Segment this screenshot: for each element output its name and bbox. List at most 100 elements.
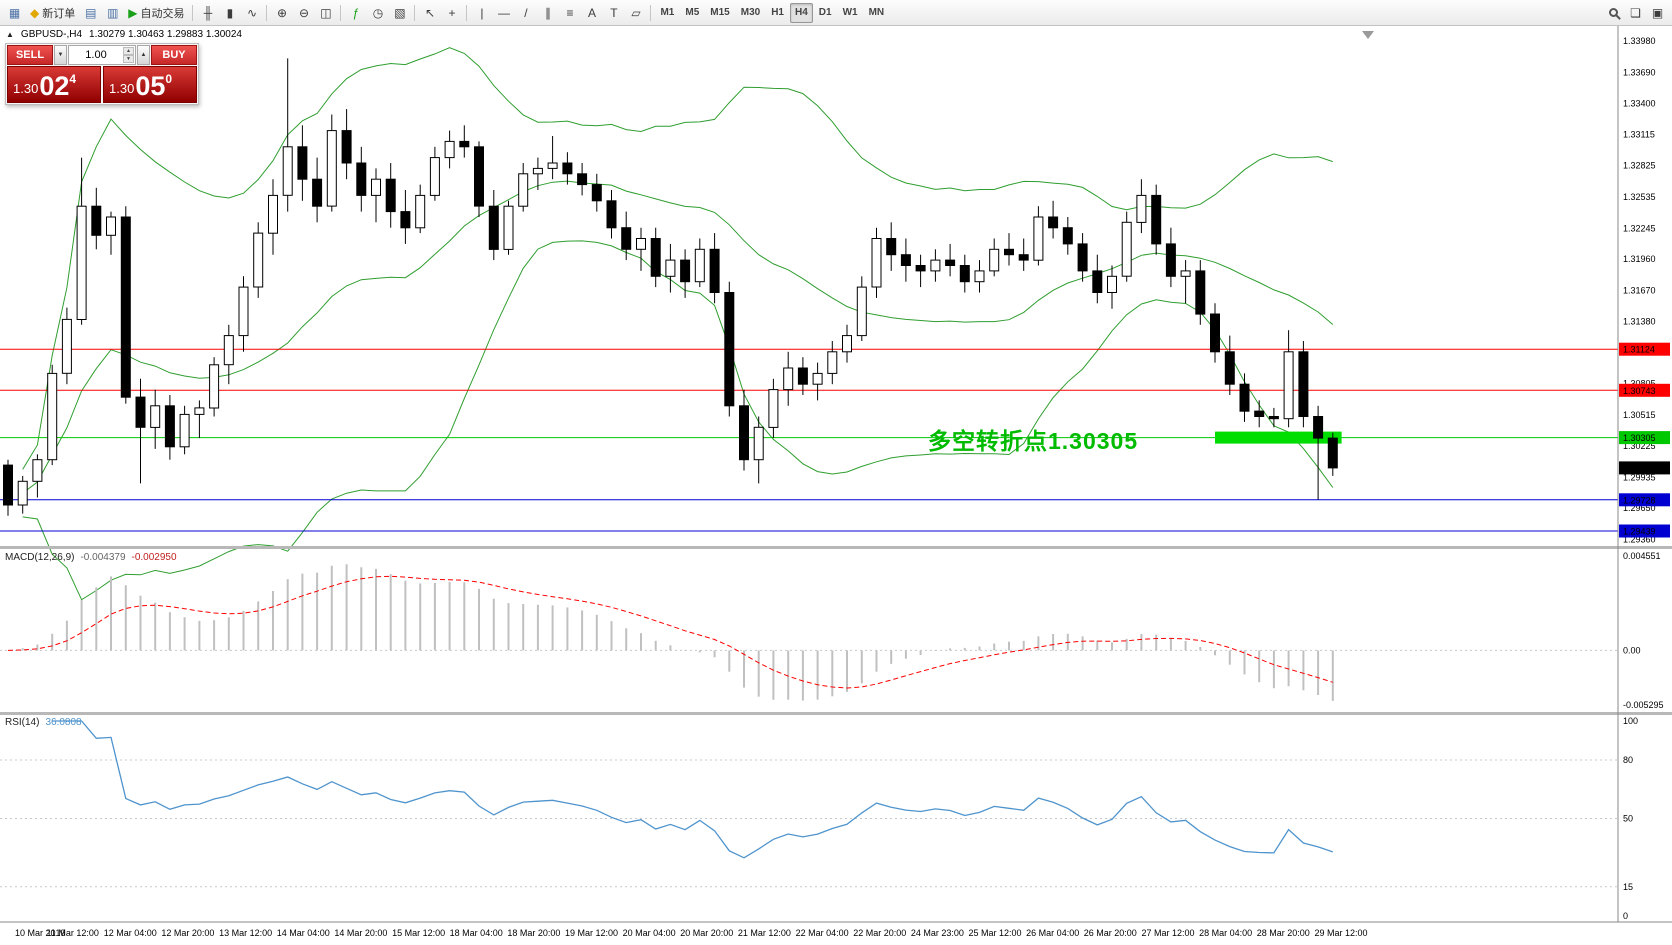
new-order-button[interactable]: ◆ 新订单 (26, 3, 79, 23)
price-tag-1.29728: 1.29728 (1619, 493, 1670, 507)
vertical-line-button[interactable]: | (471, 3, 492, 23)
time-axis-label: 20 Mar 04:00 (623, 928, 676, 938)
fullscreen-button[interactable]: ▣ (1647, 3, 1668, 23)
timeframe-mn-button[interactable]: MN (864, 3, 890, 23)
strategy-tester-button[interactable]: ▥ (102, 3, 123, 23)
horizontal-line-button[interactable]: — (493, 3, 514, 23)
price-axis-tick: 1.29935 (1623, 473, 1656, 483)
search-button[interactable] (1603, 3, 1624, 23)
time-axis-label: 26 Mar 20:00 (1084, 928, 1137, 938)
rsi-axis-label: 0 (1623, 911, 1628, 921)
fullscreen-icon: ▣ (1651, 5, 1664, 20)
timeframe-h1-button[interactable]: H1 (766, 3, 789, 23)
chart-shift-marker-icon[interactable] (1362, 31, 1374, 39)
autotrade-button[interactable]: ▶ 自动交易 (124, 3, 188, 23)
new-chart-button[interactable]: ▦ (4, 3, 25, 23)
timeframe-d1-button[interactable]: D1 (814, 3, 837, 23)
sell-price-prefix: 1.30 (13, 81, 39, 96)
zoom-out-button[interactable]: ⊖ (293, 3, 314, 23)
indicators-button[interactable]: ƒ (345, 3, 366, 23)
volume-dropdown-up[interactable]: ▲ (137, 45, 150, 65)
price-axis[interactable]: 1.33980 1.33690 1.33400 1.33115 1.32825 1.325… (1619, 36, 1670, 545)
sell-price-display[interactable]: 1.30 02 4 (7, 66, 101, 103)
spin-up-icon[interactable]: ▲ (123, 47, 134, 55)
macd-histogram (21, 564, 1334, 701)
spin-down-icon[interactable]: ▼ (123, 55, 134, 63)
timeframe-w1-button-label: W1 (842, 7, 858, 18)
panel-splitter-1[interactable] (0, 546, 1672, 549)
timeframe-m1-button[interactable]: M1 (655, 3, 679, 23)
time-axis-label: 29 Mar 12:00 (1314, 928, 1367, 938)
indicators-icon: ƒ (352, 5, 360, 20)
candlestick-chart-icon: ▮ (226, 5, 234, 20)
charts-menu-button[interactable]: ▤ (80, 3, 101, 23)
current-price-tag: 1.30024 (1619, 461, 1670, 475)
shapes-button[interactable]: ▱ (625, 3, 646, 23)
autotrade-icon: ▶ (128, 5, 138, 20)
crosshair-button[interactable]: + (441, 3, 462, 23)
macd-title: MACD(12,26,9) (5, 552, 75, 563)
candlestick-chart-button[interactable]: ▮ (219, 3, 240, 23)
periods-button[interactable]: ◷ (367, 3, 388, 23)
text-button[interactable]: A (581, 3, 602, 23)
panel-splitter-2[interactable] (0, 712, 1672, 715)
timeframe-m15-button[interactable]: M15 (705, 3, 734, 23)
time-axis-label: 24 Mar 23:00 (911, 928, 964, 938)
annotation-highlight-bar[interactable] (1215, 431, 1342, 444)
macd-signal-line (7, 575, 1333, 689)
time-axis-label: 12 Mar 04:00 (104, 928, 157, 938)
time-axis-label: 11 Mar 12:00 (47, 928, 99, 938)
cursor-button[interactable]: ↖ (419, 3, 440, 23)
time-axis-label: 25 Mar 12:00 (968, 928, 1021, 938)
toolbar-separator (340, 4, 342, 21)
price-axis-tick: 1.33980 (1623, 36, 1656, 46)
templates-button[interactable]: ▧ (389, 3, 410, 23)
timeframe-w1-button[interactable]: W1 (838, 3, 863, 23)
macd-indicator-label: MACD(12,26,9) -0.004379 -0.002950 (5, 552, 177, 563)
time-axis-label: 10 Mar 2019 (15, 928, 66, 938)
channel-button[interactable]: ∥ (537, 3, 558, 23)
time-axis-label: 22 Mar 20:00 (853, 928, 906, 938)
fibonacci-button[interactable]: ≡ (559, 3, 580, 23)
one-click-trade-panel: SELL ▼ 1.00 ▲ ▼ ▲ BUY 1.30 02 4 1.30 05 … (5, 43, 199, 105)
sell-button[interactable]: SELL (7, 45, 53, 65)
zoom-in-button[interactable]: ⊕ (271, 3, 292, 23)
time-axis-label: 15 Mar 12:00 (392, 928, 445, 938)
volume-input[interactable]: 1.00 ▲ ▼ (68, 45, 136, 65)
volume-dropdown-down[interactable]: ▼ (54, 45, 67, 65)
label-button[interactable]: T (603, 3, 624, 23)
time-axis-label: 12 Mar 20:00 (161, 928, 214, 938)
svg-text:1.30743: 1.30743 (1623, 386, 1656, 396)
time-axis-label: 14 Mar 20:00 (334, 928, 387, 938)
price-axis-tick: 1.32535 (1623, 192, 1656, 202)
line-chart-icon: ∿ (246, 5, 257, 20)
toolbar-separator (266, 4, 268, 21)
buy-price-display[interactable]: 1.30 05 0 (103, 66, 197, 103)
rsi-axis-label: 50 (1623, 814, 1633, 824)
line-chart-button[interactable]: ∿ (241, 3, 262, 23)
svg-text:1.29439: 1.29439 (1623, 527, 1656, 537)
timeframe-h4-button[interactable]: H4 (789, 2, 813, 23)
buy-button[interactable]: BUY (151, 45, 197, 65)
new-order-icon: ◆ (30, 5, 40, 20)
chart-canvas[interactable]: 0.0045510.00-0.00529510080501501.339801.… (0, 26, 1672, 945)
tile-windows-button[interactable]: ◫ (315, 3, 336, 23)
charts-menu-icon: ▤ (85, 5, 97, 20)
toolbar-separator (192, 4, 194, 21)
community-button[interactable]: ❏ (1625, 3, 1646, 23)
annotation-text[interactable]: 多空转折点1.30305 (928, 428, 1139, 454)
timeframe-m30-button[interactable]: M30 (736, 3, 765, 23)
new-order-button-label: 新订单 (42, 7, 76, 20)
trade-panel-toggle[interactable]: ▲ (6, 30, 14, 39)
time-axis-label: 21 Mar 12:00 (738, 928, 791, 938)
bar-chart-button[interactable]: ╫ (197, 3, 218, 23)
tile-windows-icon: ◫ (320, 5, 332, 20)
bollinger-upper-band (22, 47, 1333, 470)
toolbar-separator (466, 4, 468, 21)
svg-text:1.31124: 1.31124 (1623, 345, 1655, 355)
vertical-line-icon: | (480, 5, 484, 20)
trendline-button[interactable]: / (515, 3, 536, 23)
timeframe-m5-button[interactable]: M5 (680, 3, 704, 23)
time-axis-label: 20 Mar 20:00 (680, 928, 733, 938)
